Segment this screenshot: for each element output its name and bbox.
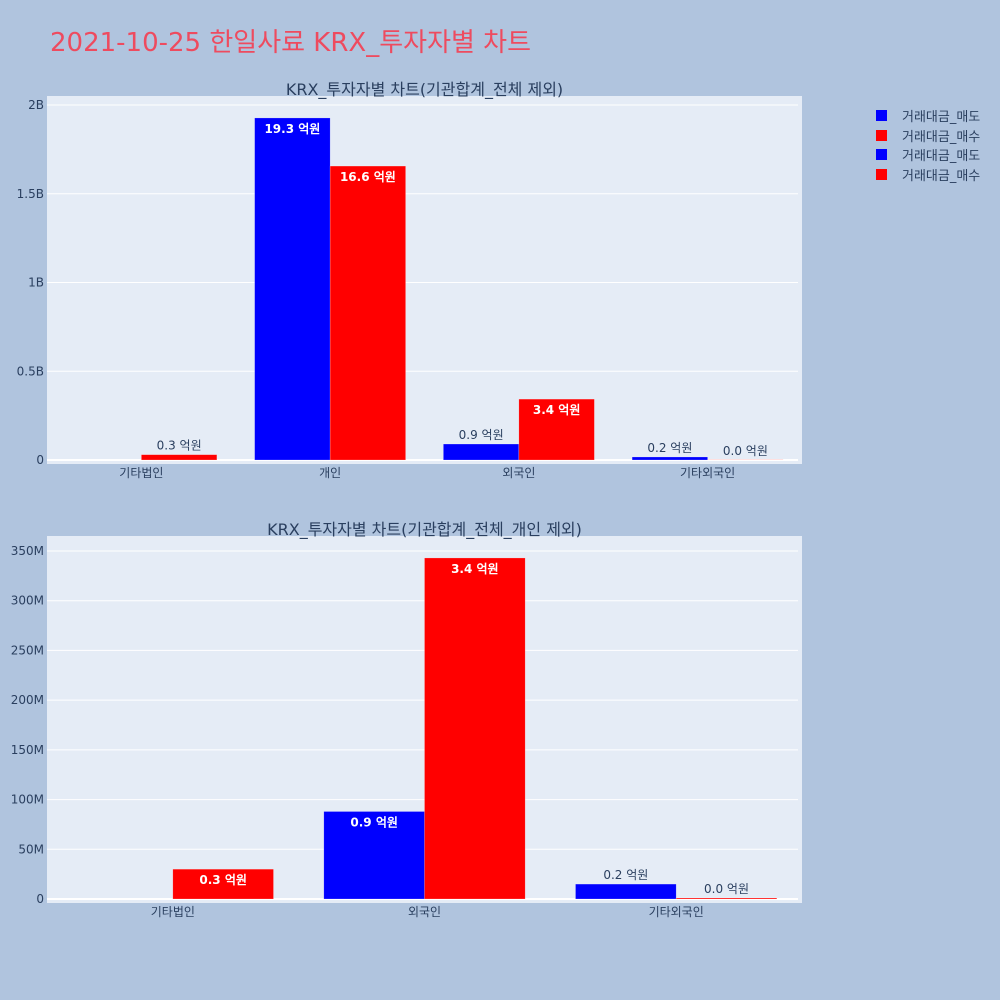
bar-sell [323, 811, 425, 900]
bar-sell [254, 117, 331, 461]
legend-label: 거래대금_매도 [902, 149, 981, 165]
y-tick-label: 0 [36, 453, 44, 467]
x-tick-label: 기타외국인 [649, 905, 704, 919]
legend-swatch [876, 168, 887, 180]
bar-label: 0.2 억원 [647, 441, 692, 455]
x-tick-label: 기타외국인 [680, 466, 735, 480]
y-tick-label: 350M [11, 544, 44, 558]
y-tick-label: 0.5B [17, 364, 44, 378]
x-tick-label: 외국인 [408, 905, 441, 919]
bar-label: 0.3 억원 [199, 873, 247, 887]
bar-label: 3.4 억원 [451, 562, 499, 576]
chart-2: 0 50M 100M 150M 200M 250M 300M 350M KRX_투자자별 차트(… [11, 520, 802, 919]
bar-sell [575, 883, 677, 900]
legend-label: 거래대금_매도 [902, 110, 981, 126]
bar-buy [329, 165, 406, 461]
bar-label: 0.9 억원 [459, 428, 504, 442]
legend-swatch [876, 149, 887, 161]
y-tick-label: 250M [11, 643, 44, 657]
plot-area [47, 96, 802, 464]
main-title: 2021-10-25 한일사료 KRX_투자자별 차트 [50, 28, 532, 58]
bar-buy [172, 868, 274, 900]
x-tick-label: 외국인 [502, 466, 535, 480]
bar-buy [518, 398, 595, 461]
x-tick-label: 개인 [319, 466, 341, 480]
bar-buy [675, 897, 778, 900]
y-tick-label: 50M [18, 842, 44, 856]
legend-swatch [876, 110, 887, 122]
bar-label: 0.0 억원 [704, 882, 749, 896]
chart-title: KRX_투자자별 차트(기관합계_전체 제외) [286, 80, 563, 100]
y-tick-label: 150M [11, 743, 44, 757]
bar-label: 16.6 억원 [340, 170, 396, 184]
y-tick-label: 2B [28, 98, 44, 112]
legend-item[interactable]: 거래대금_매수 [876, 126, 980, 146]
y-tick-label: 1.5B [17, 187, 44, 201]
bar-label: 3.4 억원 [533, 403, 581, 417]
legend: 거래대금_매도 거래대금_매수 거래대금_매도 거래대금_매수 [876, 106, 980, 184]
legend-swatch [876, 129, 887, 141]
x-tick-label: 기타법인 [151, 905, 195, 919]
bar-buy [424, 557, 526, 900]
y-tick-label: 300M [11, 594, 44, 608]
x-tick-label: 기타법인 [119, 466, 163, 480]
chart-title: KRX_투자자별 차트(기관합계_전체_개인 제외) [267, 520, 582, 540]
bar-buy [141, 454, 218, 461]
bar-sell [443, 443, 520, 461]
legend-label: 거래대금_매수 [902, 129, 981, 145]
legend-item[interactable]: 거래대금_매수 [876, 165, 980, 185]
bar-label: 0.9 억원 [350, 816, 398, 830]
y-tick-label: 0 [36, 892, 44, 906]
y-tick-label: 200M [11, 693, 44, 707]
y-tick-label: 100M [11, 793, 44, 807]
legend-item[interactable]: 거래대금_매도 [876, 145, 980, 165]
chart-1: 0 0.5B 1B 1.5B 2B KRX_투자자별 차트(기관합계_전체 제외) 기타법인… [17, 80, 802, 480]
y-tick-label: 1B [28, 276, 44, 290]
bar-label: 0.3 억원 [157, 439, 202, 453]
bar-sell [631, 456, 708, 461]
legend-label: 거래대금_매수 [902, 168, 981, 184]
bar-label: 0.0 억원 [723, 444, 768, 458]
bar-label: 0.2 억원 [603, 868, 648, 882]
bar-label: 19.3 억원 [264, 122, 320, 136]
legend-item[interactable]: 거래대금_매도 [876, 106, 980, 126]
